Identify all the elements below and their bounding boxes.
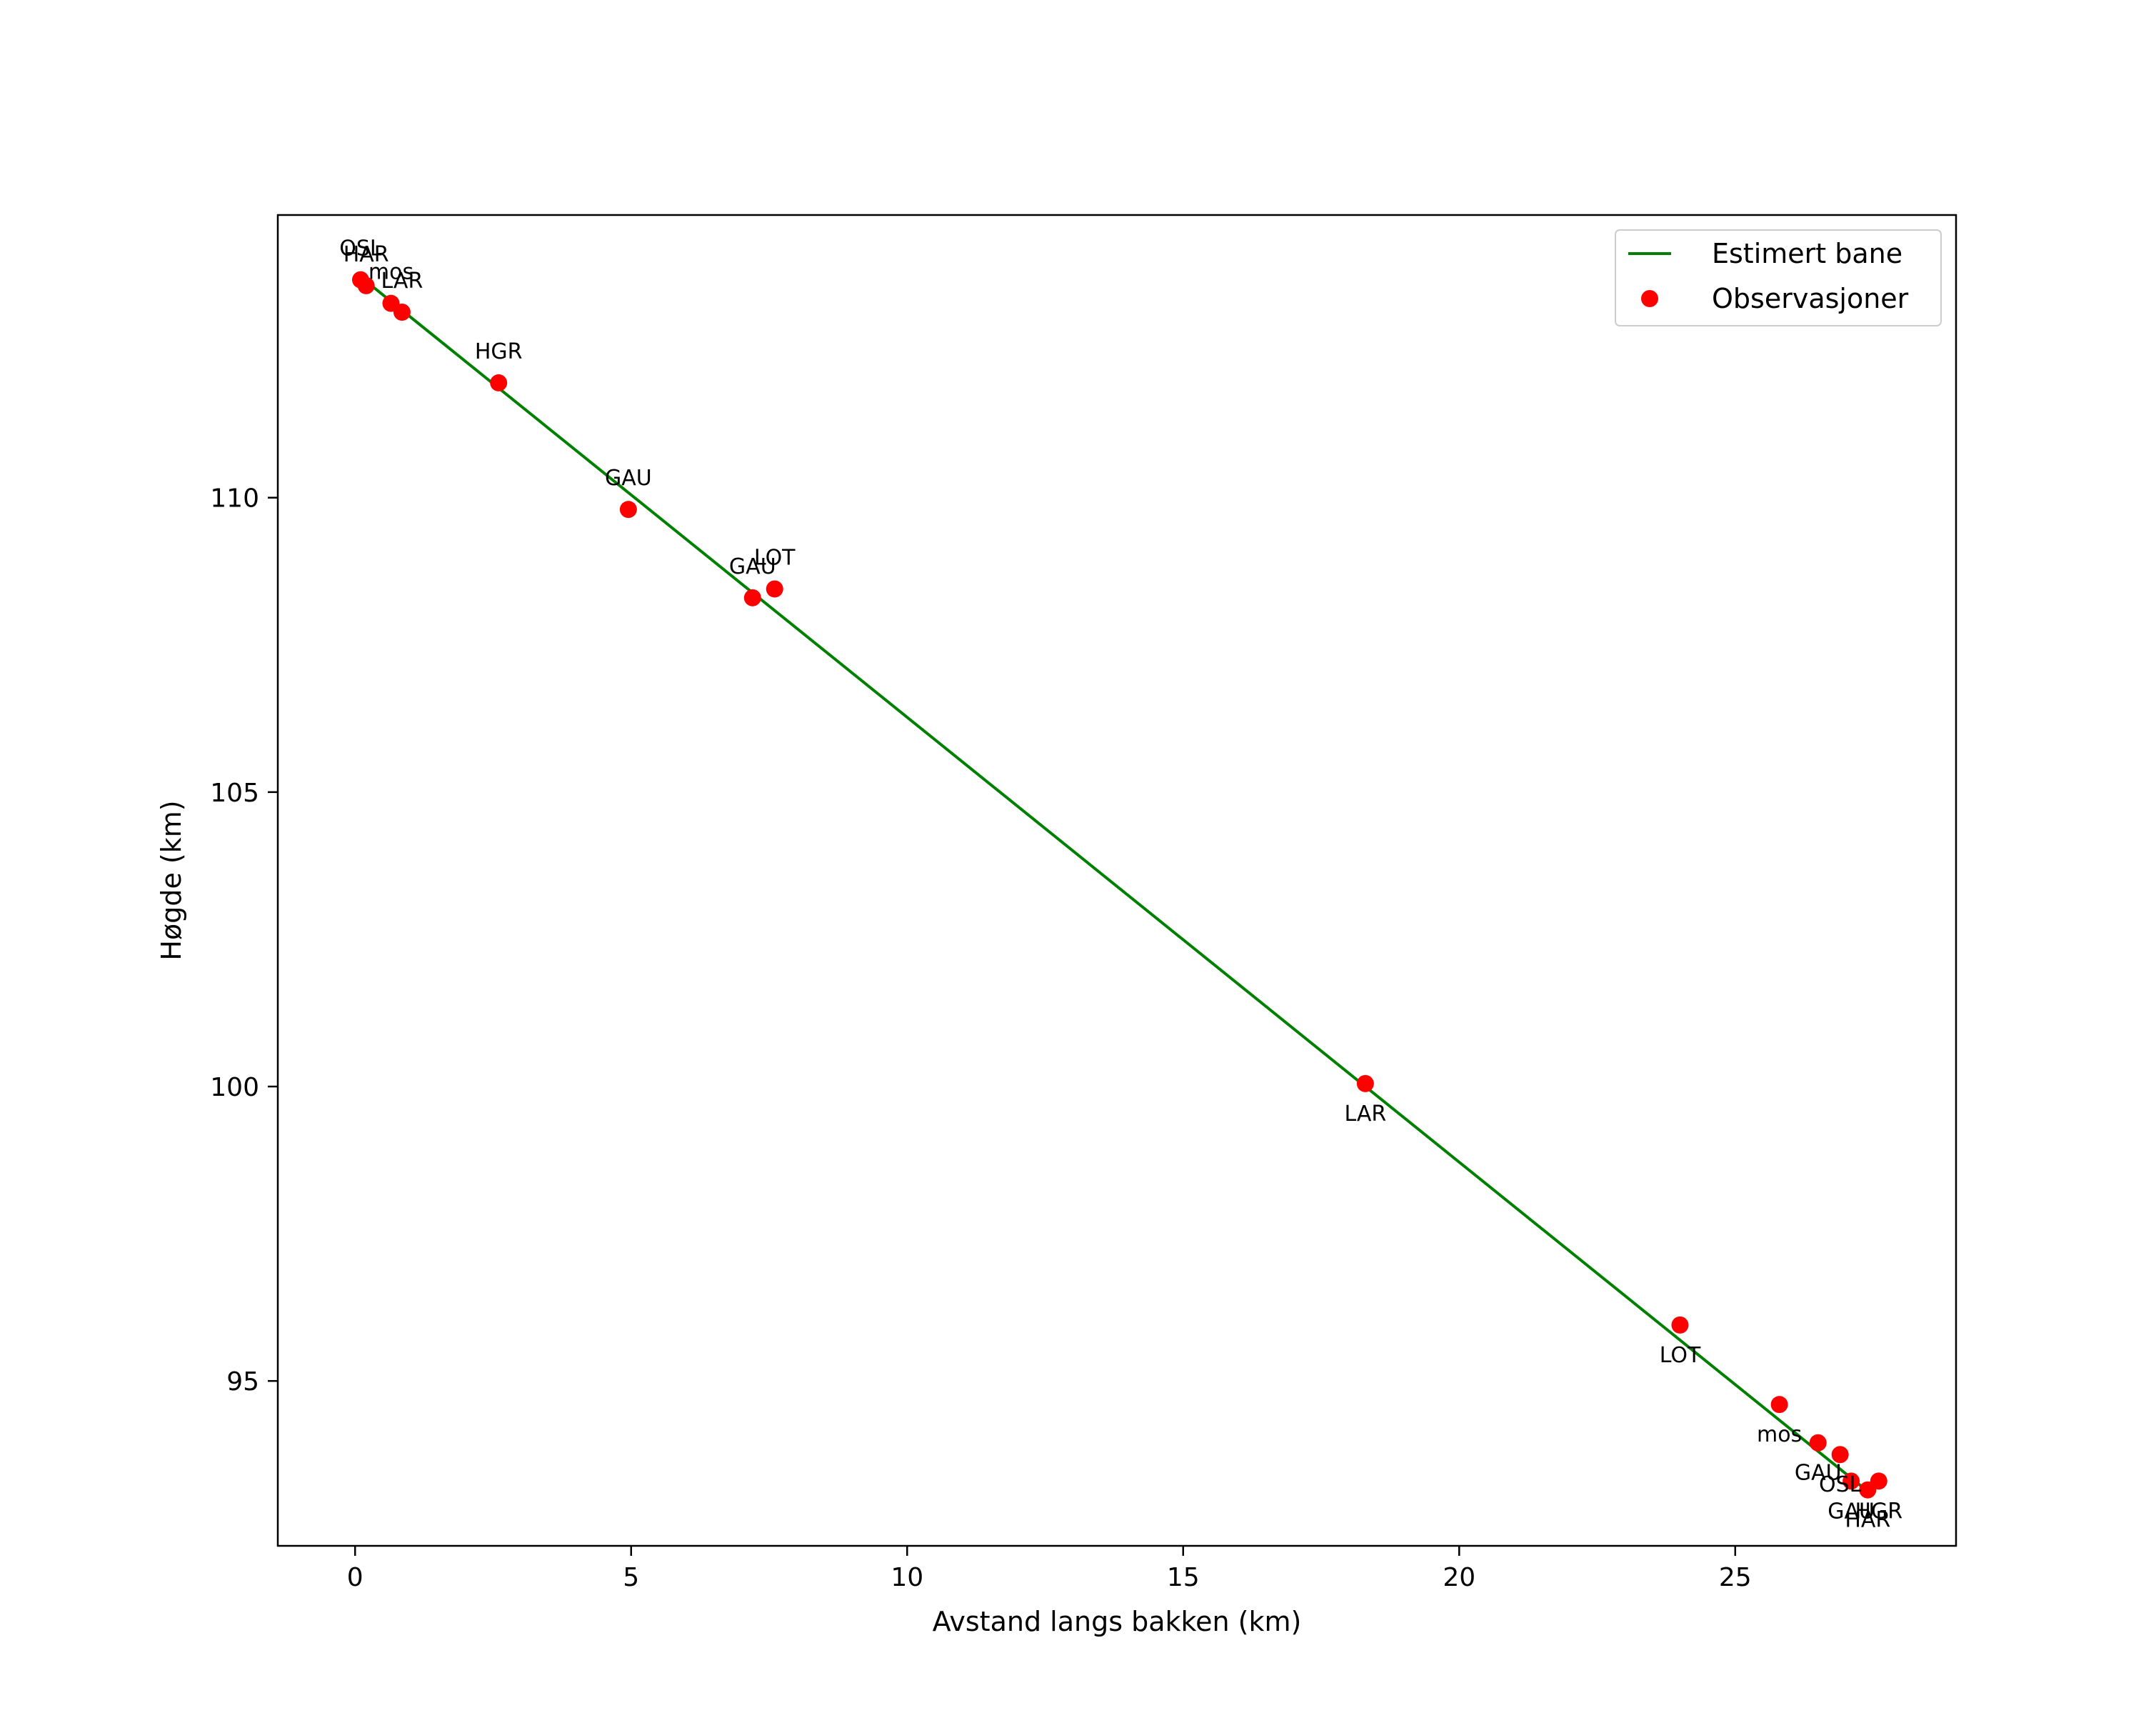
observation-label: OSL (1819, 1472, 1862, 1497)
observation-label: HAR (1845, 1508, 1890, 1533)
legend-entry-points: Observasjoner (1712, 283, 1909, 314)
x-tick-label: 15 (1167, 1563, 1200, 1592)
legend-box (1615, 229, 1942, 326)
axes-layer: 0 5 10 15 20 25 95 100 105 110 (210, 214, 1957, 1592)
trajectory-line (359, 275, 1875, 1497)
x-tick-label: 5 (623, 1563, 639, 1592)
observation-point (1870, 1472, 1887, 1490)
x-tick-label: 10 (891, 1563, 923, 1592)
observation-point (1770, 1396, 1788, 1414)
observation-label: mos (368, 260, 413, 285)
y-tick-label: 100 (210, 1073, 259, 1102)
observation-label: GAU (605, 466, 652, 491)
observation-point (357, 276, 375, 294)
y-tick-label: 105 (210, 779, 259, 808)
y-axis-label: Høgde (km) (156, 800, 187, 960)
observation-point (490, 374, 508, 391)
observation-point (1356, 1074, 1374, 1092)
x-tick-label: 0 (347, 1563, 363, 1592)
observation-point (1809, 1434, 1827, 1452)
observation-label: GAU (1827, 1499, 1875, 1524)
observation-label: HAR (344, 242, 389, 267)
x-axis-label: Avstand langs bakken (km) (933, 1606, 1302, 1637)
observation-label: HGR (475, 339, 523, 364)
observation-point (393, 304, 411, 321)
observation-label: mos (1757, 1422, 1802, 1447)
legend-entry-line: Estimert bane (1712, 238, 1902, 269)
legend: Estimert bane Observasjoner (1615, 229, 1942, 326)
x-tick-label: 25 (1719, 1563, 1752, 1592)
observation-point (1671, 1316, 1689, 1334)
y-tick-label: 95 (226, 1367, 259, 1397)
observation-point (1842, 1472, 1860, 1490)
plot-frame (276, 214, 1957, 1547)
observation-point (1831, 1446, 1849, 1464)
observation-label: OSL (339, 236, 382, 261)
observation-label: LAR (1344, 1102, 1386, 1127)
y-tick-label: 110 (210, 484, 259, 514)
point-label-layer: OSLHARmosLARHGRGAUGAULOTLARLOTmosGAUOSLG… (339, 236, 1902, 1533)
series-layer (351, 271, 1887, 1499)
x-tick-label: 20 (1443, 1563, 1475, 1592)
legend-point-swatch (1641, 290, 1658, 307)
observation-label: LOT (1660, 1343, 1701, 1368)
observation-point (743, 589, 761, 606)
observation-label: GAU (729, 554, 776, 579)
observation-point (619, 501, 637, 519)
observation-label: LOT (754, 545, 796, 570)
observation-label: HGR (1855, 1499, 1902, 1524)
observation-label: GAU (1795, 1461, 1842, 1486)
observation-label: LAR (381, 269, 423, 294)
observation-point (766, 580, 783, 598)
